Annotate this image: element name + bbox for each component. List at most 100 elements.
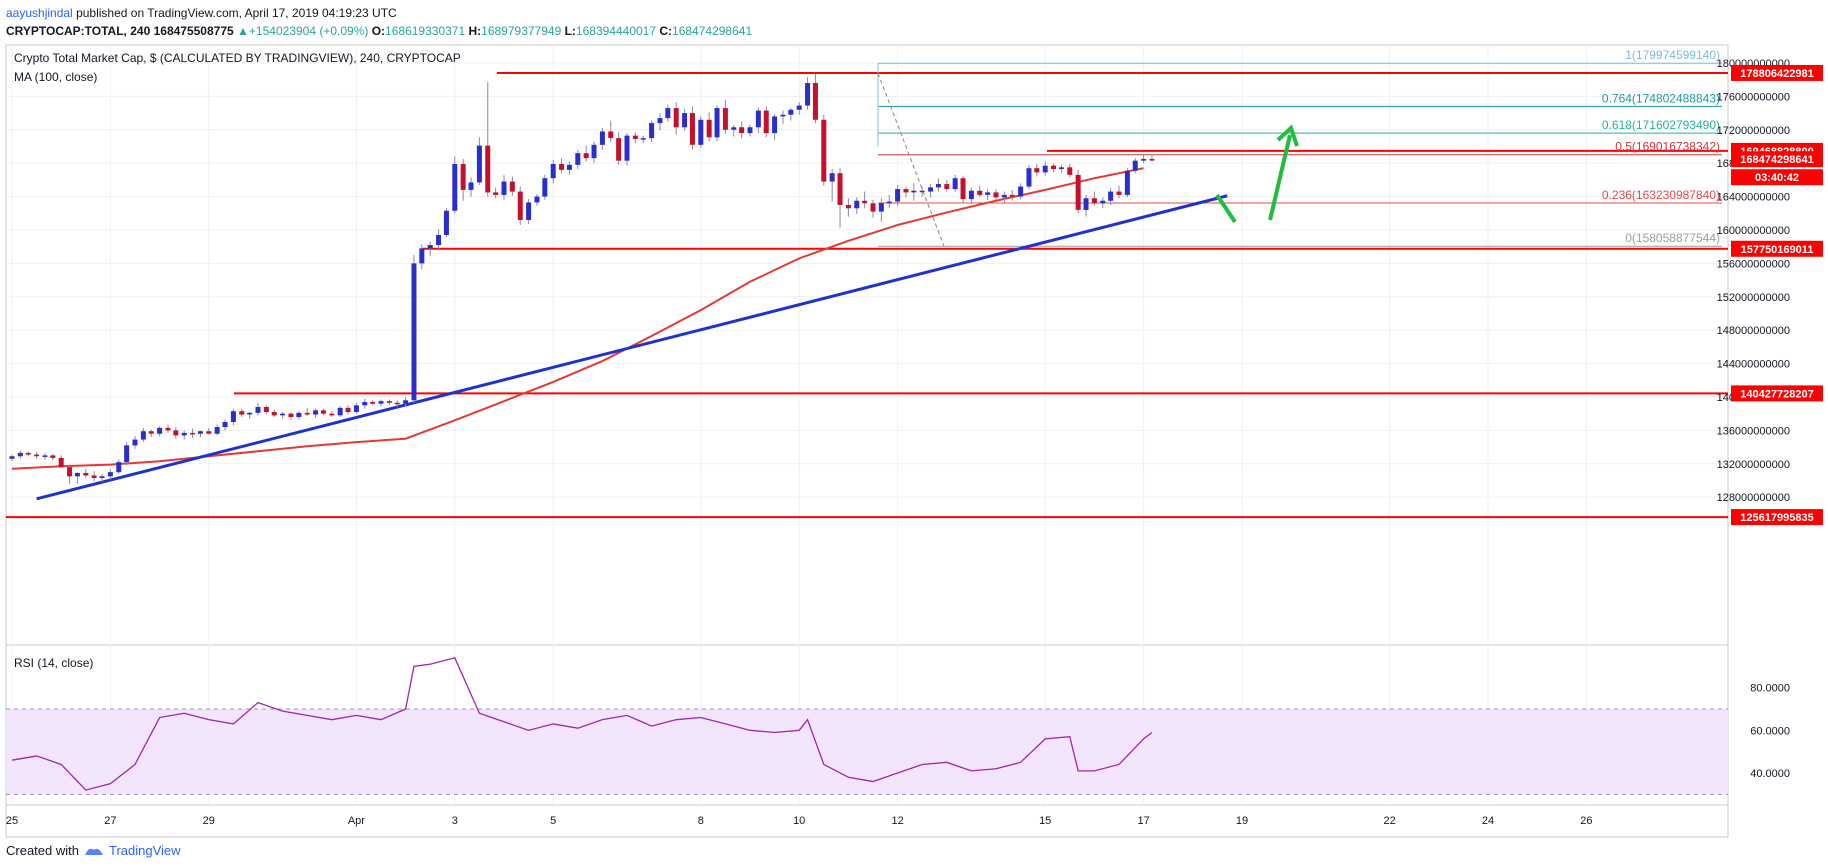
open-value: 168619330371 [385, 24, 466, 38]
y-tick-label: 172000000000 [1717, 125, 1790, 137]
x-tick-label: Apr [348, 815, 365, 827]
y-tick-label: 160000000000 [1717, 225, 1790, 237]
tradingview-link[interactable]: TradingView [108, 843, 181, 858]
candle-up [1141, 159, 1147, 161]
candle-up [780, 114, 786, 117]
candle-down [689, 113, 695, 145]
candle-up [197, 431, 203, 434]
candle-down [845, 204, 851, 209]
candle-up [124, 445, 130, 463]
rsi-pane [6, 657, 1728, 795]
candle-down [206, 431, 212, 434]
candle-up [698, 119, 704, 145]
x-tick-label: 19 [1236, 815, 1248, 827]
x-tick-label: 27 [104, 815, 116, 827]
x-tick-label: 5 [550, 815, 556, 827]
horizontal-level-label: 125617995835 [1740, 512, 1813, 524]
x-tick-label: 17 [1137, 815, 1149, 827]
current-price-label: 168474298641 [1740, 154, 1813, 166]
candle-down [485, 145, 491, 193]
candle-down [288, 413, 294, 418]
candle-up [657, 118, 663, 124]
candle-up [1026, 168, 1032, 187]
candle-up [313, 410, 319, 415]
candle-up [911, 190, 917, 193]
candle-down [722, 108, 728, 130]
candle-down [329, 413, 335, 416]
candle-up [255, 407, 261, 413]
x-tick-label: 12 [891, 815, 903, 827]
candle-down [165, 427, 171, 431]
candle-down [386, 401, 392, 403]
candle-up [935, 184, 941, 188]
candle-up [526, 202, 532, 220]
candle-up [403, 400, 409, 404]
candle-up [788, 109, 794, 115]
price-pane: 1(179974599140) 0.764(174802488843) 0.618(… [6, 48, 1728, 519]
candle-down [944, 184, 950, 190]
candle-down [1009, 194, 1015, 197]
y-tick-label: 164000000000 [1717, 192, 1790, 204]
fib-level-label: 0(158058877544) [1625, 231, 1720, 245]
last-price: 168475508775 [153, 24, 234, 38]
fib-level-label: 0.236(163230987840) [1602, 188, 1720, 202]
candle-down [50, 455, 56, 458]
candle-down [67, 467, 73, 477]
candle-down [509, 181, 515, 192]
candle-down [460, 164, 466, 190]
candle-down [977, 190, 983, 195]
candle-up [1058, 167, 1064, 170]
created-with-text: Created with [6, 843, 79, 858]
candle-down [493, 192, 499, 195]
low-label: L: [564, 24, 576, 38]
candle-up [362, 401, 368, 406]
candle-down [903, 189, 909, 193]
candle-down [1116, 191, 1122, 195]
close-value: 168474298641 [672, 24, 753, 38]
candle-down [706, 119, 712, 138]
candle-up [599, 131, 605, 145]
rsi-tick-label: 80.0000 [1750, 683, 1790, 695]
candle-up [714, 108, 720, 138]
candle-down [608, 131, 614, 139]
candle-up [731, 127, 737, 130]
candle-up [985, 192, 991, 195]
x-tick-label: 24 [1482, 815, 1494, 827]
high-label: H: [468, 24, 482, 38]
candle-up [476, 145, 482, 183]
author-link[interactable]: aayushjindal [6, 6, 73, 20]
candle-up [9, 456, 15, 459]
high-value: 168979377949 [481, 24, 562, 38]
candle-down [173, 430, 179, 436]
candle-down [739, 127, 745, 134]
fib-level-label: 0.618(171602793490) [1602, 118, 1720, 132]
y-tick-label: 148000000000 [1717, 325, 1790, 337]
candle-down [960, 178, 966, 200]
candle-down [583, 153, 589, 159]
ohlc-info: CRYPTOCAP:TOTAL, 240 168475508775 ▲+1540… [6, 22, 1206, 40]
x-tick-label: 29 [203, 815, 215, 827]
x-tick-label: 3 [452, 815, 458, 827]
candle-up [805, 83, 811, 106]
fib-trend-dashed [877, 73, 945, 247]
grid [6, 45, 1728, 805]
fib-level-label: 0.764(174802488843) [1602, 91, 1720, 105]
candle-up [296, 412, 302, 418]
candle-up [968, 190, 974, 200]
candle-down [763, 110, 769, 134]
chart-title: Crypto Total Market Cap, $ (CALCULATED B… [14, 51, 461, 65]
candle-down [1051, 165, 1057, 170]
candle-down [862, 200, 868, 204]
candle-down [812, 83, 818, 120]
candle-down [919, 190, 925, 193]
candle-down [1034, 168, 1040, 173]
candle-up [42, 455, 48, 457]
candle-down [263, 407, 269, 413]
candle-down [271, 412, 277, 416]
arrow-head-icon [1276, 124, 1299, 147]
candle-up [796, 105, 802, 110]
candle-up [1132, 160, 1138, 171]
candle-down [83, 472, 89, 476]
candle-up [649, 123, 655, 139]
